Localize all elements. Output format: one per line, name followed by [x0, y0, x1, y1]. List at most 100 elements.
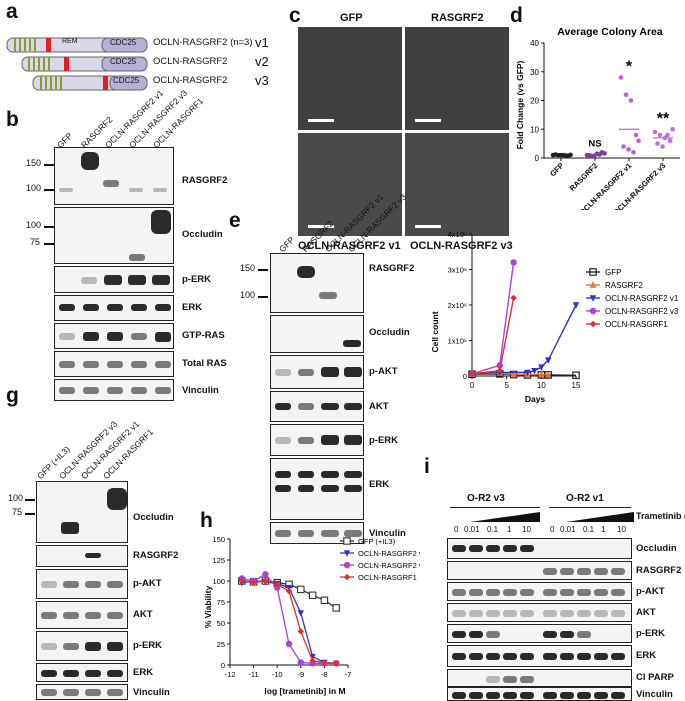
data-point	[618, 75, 624, 80]
dose-label: 0.1	[487, 525, 499, 534]
y-tick-label: 20	[530, 97, 539, 106]
series-marker	[332, 604, 340, 612]
blot-vinculin	[270, 522, 364, 544]
row-label: ERK	[182, 302, 203, 313]
row-label: p-ERK	[636, 628, 666, 639]
blot-vinculin	[36, 684, 128, 700]
row-label: RASGRF2	[369, 263, 415, 274]
data-point	[631, 149, 636, 155]
blot-occludin	[36, 481, 128, 543]
data-point	[660, 144, 665, 149]
mw-marker: 100	[26, 220, 42, 230]
data-point	[652, 129, 658, 135]
legend-marker	[589, 307, 597, 315]
row-label: p-ERK	[182, 274, 212, 285]
data-point	[626, 147, 631, 152]
construct-label-v2: OCLN-RASGRF2	[153, 56, 228, 67]
micro-image-gfp	[298, 27, 402, 130]
mw-marker: 150	[26, 158, 42, 168]
legend-label: OCLN-RASGRF2 v3	[358, 561, 420, 570]
data-point	[657, 132, 663, 138]
mw-marker: 100	[26, 183, 42, 193]
data-point	[621, 144, 626, 149]
x-tick-label: 15	[572, 381, 581, 390]
series-marker	[524, 369, 531, 377]
blot-p-akt	[447, 582, 632, 601]
row-label: ERK	[369, 479, 390, 490]
row-label: Occludin	[133, 512, 174, 523]
cdc25-domain-label-v3: CDC25	[113, 76, 140, 85]
series-marker	[496, 367, 503, 374]
row-label: p-ERK	[133, 640, 163, 651]
blot-p-erk	[54, 266, 174, 293]
series-marker	[262, 571, 269, 578]
group-label: O-R2 v1	[566, 493, 604, 504]
panel-label-i: i	[424, 455, 430, 478]
legend-marker	[589, 268, 597, 276]
series-marker	[510, 259, 517, 266]
y-tick-label: 100	[212, 577, 225, 586]
version-v3: v3	[255, 73, 269, 88]
legend-marker	[343, 573, 351, 581]
series-marker	[285, 640, 293, 648]
data-point	[628, 98, 634, 103]
y-tick-label: 4x10⁶	[448, 230, 467, 239]
panel-label-c: c	[289, 4, 301, 27]
chart-d-ylabel: Fold Change (vs GFP)	[515, 60, 525, 149]
series-marker	[297, 610, 304, 617]
data-point	[670, 126, 675, 132]
legend-marker	[589, 295, 597, 302]
legend-marker	[589, 281, 597, 288]
y-tick-label: 50	[217, 619, 225, 628]
dose-label: 10	[617, 525, 626, 534]
row-label: Occludin	[182, 229, 223, 240]
series-marker	[510, 370, 517, 377]
lane-label: GFP	[276, 234, 297, 254]
version-v1: v1	[255, 35, 269, 50]
panel-label-h: h	[200, 509, 213, 532]
legend-marker	[343, 561, 351, 569]
blot-p-erk	[447, 624, 632, 643]
x-tick-label: RASGRF2	[568, 161, 600, 193]
blot-p-erk	[36, 631, 128, 661]
row-label: AKT	[636, 607, 656, 618]
blot-erk	[36, 663, 128, 682]
significance-label: *	[626, 59, 633, 76]
legend-label: OCLN-RASGRF2 v1	[358, 549, 420, 558]
series-marker	[238, 577, 245, 585]
y-tick-label: 0	[535, 154, 540, 163]
y-tick-label: 10	[530, 125, 539, 134]
micro-label-bottom: OCLN-RASGRF2 v3	[410, 240, 513, 252]
series-marker	[510, 294, 517, 302]
legend-label: OCLN-RASGRF1	[358, 573, 417, 582]
chart-h: % Viability log [trametinib] in M 0 25 50 7…	[203, 535, 420, 696]
x-tick-label: -8	[321, 670, 328, 679]
blot-occludin	[270, 315, 364, 353]
panel-label-g: g	[6, 384, 19, 407]
row-label: Vinculin	[636, 689, 673, 700]
data-point	[623, 92, 629, 98]
row-label: p-AKT	[133, 578, 162, 589]
x-tick-label: 0	[470, 381, 475, 390]
legend-marker	[589, 320, 597, 328]
significance-label: NS	[588, 138, 601, 149]
chart-f: Cell count Days 0 1x10⁶ 2x10⁶ 3x10⁶ 4x10⁶ 0 5 1…	[430, 230, 679, 404]
micro-image-v3	[405, 133, 509, 236]
y-tick-label: 0	[463, 372, 467, 381]
y-tick-label: 1x10⁶	[448, 337, 467, 346]
y-tick-label: 40	[530, 39, 539, 48]
blot-gtp-ras	[54, 323, 174, 349]
micro-label-top: RASGRF2	[431, 12, 484, 24]
dose-wedges	[470, 512, 634, 522]
blot-rasgrf2	[54, 147, 174, 205]
y-tick-label: 3x10⁶	[448, 266, 467, 275]
series-marker	[274, 581, 281, 588]
dose-label: 1	[601, 525, 606, 534]
blot-occludin	[54, 207, 174, 264]
y-tick-label: 25	[217, 640, 225, 649]
dose-label: 1	[507, 525, 512, 534]
row-label: ERK	[133, 667, 154, 678]
legend-marker	[343, 550, 351, 557]
y-tick-label: 75	[217, 598, 225, 607]
y-tick-label: 30	[530, 68, 539, 77]
